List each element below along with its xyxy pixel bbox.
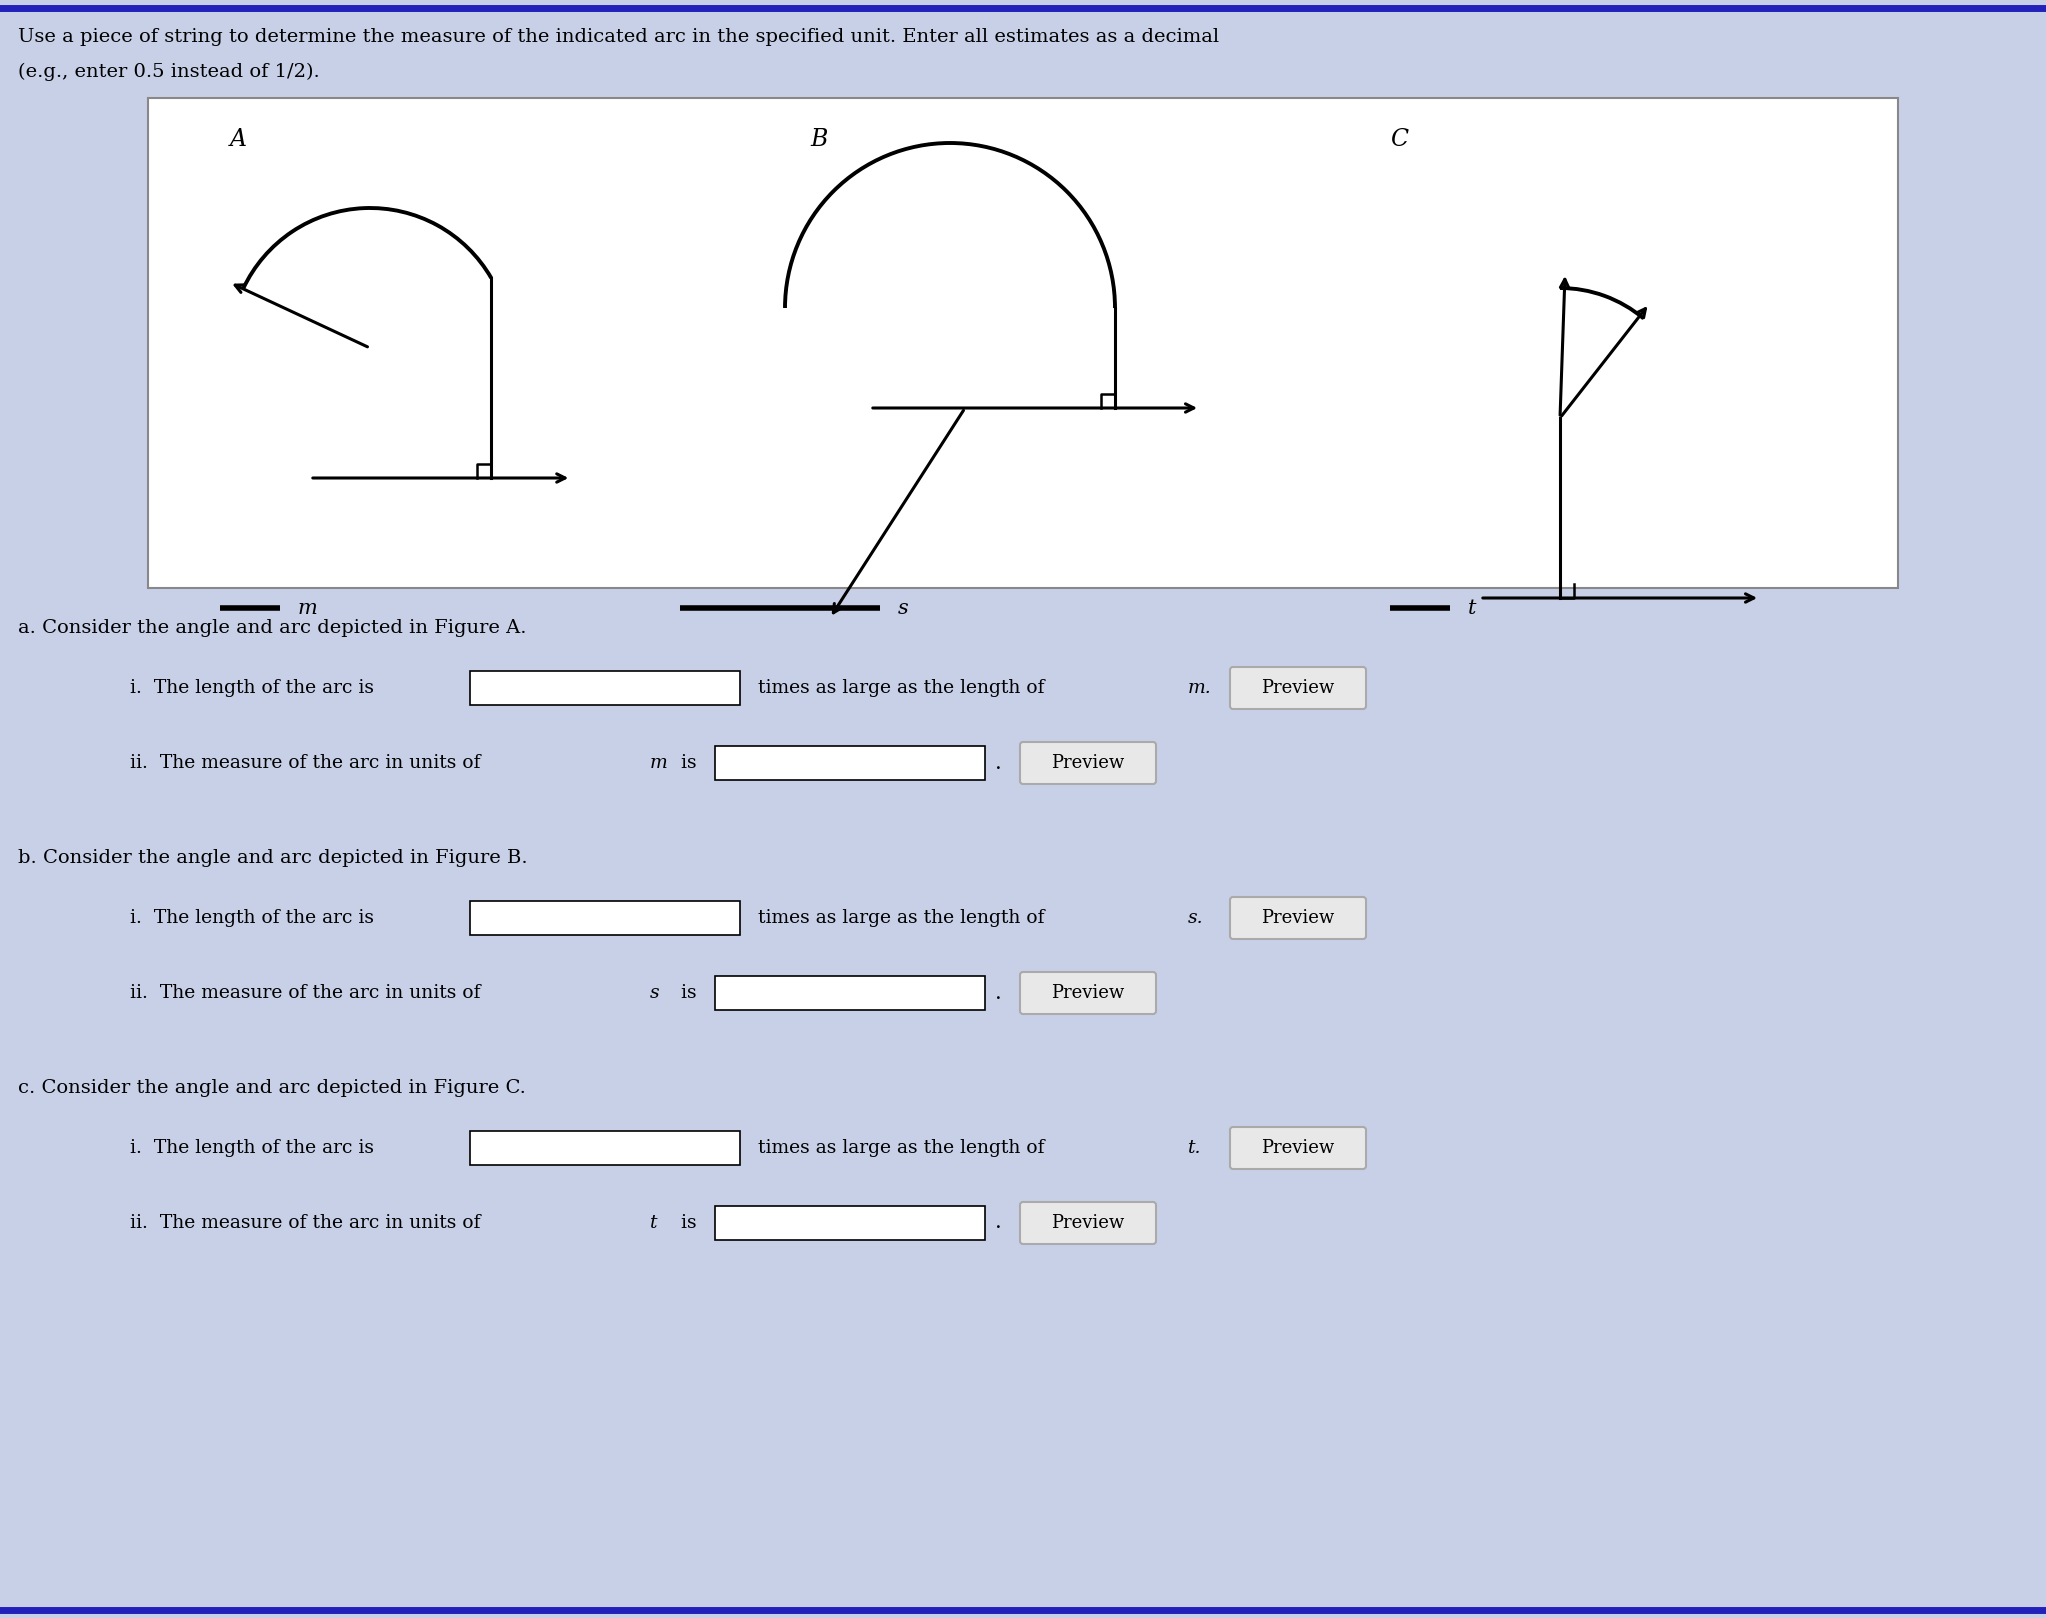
- Text: s: s: [651, 984, 659, 1002]
- Text: times as large as the length of: times as large as the length of: [757, 909, 1046, 927]
- FancyBboxPatch shape: [1021, 972, 1156, 1014]
- Text: b. Consider the angle and arc depicted in Figure B.: b. Consider the angle and arc depicted i…: [18, 849, 528, 867]
- FancyBboxPatch shape: [471, 1131, 741, 1165]
- Text: Preview: Preview: [1262, 909, 1334, 927]
- Text: (e.g., enter 0.5 instead of 1/2).: (e.g., enter 0.5 instead of 1/2).: [18, 63, 319, 81]
- Text: times as large as the length of: times as large as the length of: [757, 680, 1046, 697]
- Text: B: B: [810, 128, 827, 150]
- Text: t: t: [1467, 599, 1477, 618]
- Text: C: C: [1389, 128, 1408, 150]
- Text: i.  The length of the arc is: i. The length of the arc is: [131, 1139, 374, 1157]
- FancyBboxPatch shape: [1230, 1128, 1367, 1168]
- FancyBboxPatch shape: [714, 1205, 984, 1239]
- Text: is: is: [675, 1214, 696, 1231]
- Text: ii.  The measure of the arc in units of: ii. The measure of the arc in units of: [131, 754, 481, 772]
- Text: Preview: Preview: [1052, 1214, 1125, 1231]
- FancyBboxPatch shape: [471, 671, 741, 705]
- Text: Preview: Preview: [1052, 754, 1125, 772]
- Text: m: m: [651, 754, 667, 772]
- Text: .: .: [994, 754, 1003, 772]
- Text: .: .: [994, 1214, 1003, 1233]
- Text: A: A: [229, 128, 248, 150]
- FancyBboxPatch shape: [1021, 1202, 1156, 1244]
- FancyBboxPatch shape: [714, 746, 984, 780]
- Text: is: is: [675, 754, 696, 772]
- Text: i.  The length of the arc is: i. The length of the arc is: [131, 909, 374, 927]
- Text: times as large as the length of: times as large as the length of: [757, 1139, 1046, 1157]
- FancyBboxPatch shape: [1230, 896, 1367, 938]
- Text: a. Consider the angle and arc depicted in Figure A.: a. Consider the angle and arc depicted i…: [18, 620, 526, 637]
- FancyBboxPatch shape: [1230, 667, 1367, 709]
- Text: m: m: [299, 599, 317, 618]
- FancyBboxPatch shape: [714, 976, 984, 1010]
- Text: s: s: [898, 599, 908, 618]
- Text: Preview: Preview: [1052, 984, 1125, 1002]
- Text: Preview: Preview: [1262, 1139, 1334, 1157]
- FancyBboxPatch shape: [1021, 743, 1156, 785]
- FancyBboxPatch shape: [471, 901, 741, 935]
- Text: s.: s.: [1189, 909, 1203, 927]
- Text: i.  The length of the arc is: i. The length of the arc is: [131, 680, 374, 697]
- Text: ii.  The measure of the arc in units of: ii. The measure of the arc in units of: [131, 1214, 481, 1231]
- Text: t: t: [651, 1214, 657, 1231]
- Text: Use a piece of string to determine the measure of the indicated arc in the speci: Use a piece of string to determine the m…: [18, 28, 1219, 45]
- Text: Preview: Preview: [1262, 680, 1334, 697]
- Text: is: is: [675, 984, 696, 1002]
- Text: m.: m.: [1189, 680, 1211, 697]
- Text: .: .: [994, 984, 1003, 1003]
- FancyBboxPatch shape: [147, 99, 1899, 587]
- Text: c. Consider the angle and arc depicted in Figure C.: c. Consider the angle and arc depicted i…: [18, 1079, 526, 1097]
- Text: t.: t.: [1189, 1139, 1201, 1157]
- Text: ii.  The measure of the arc in units of: ii. The measure of the arc in units of: [131, 984, 481, 1002]
